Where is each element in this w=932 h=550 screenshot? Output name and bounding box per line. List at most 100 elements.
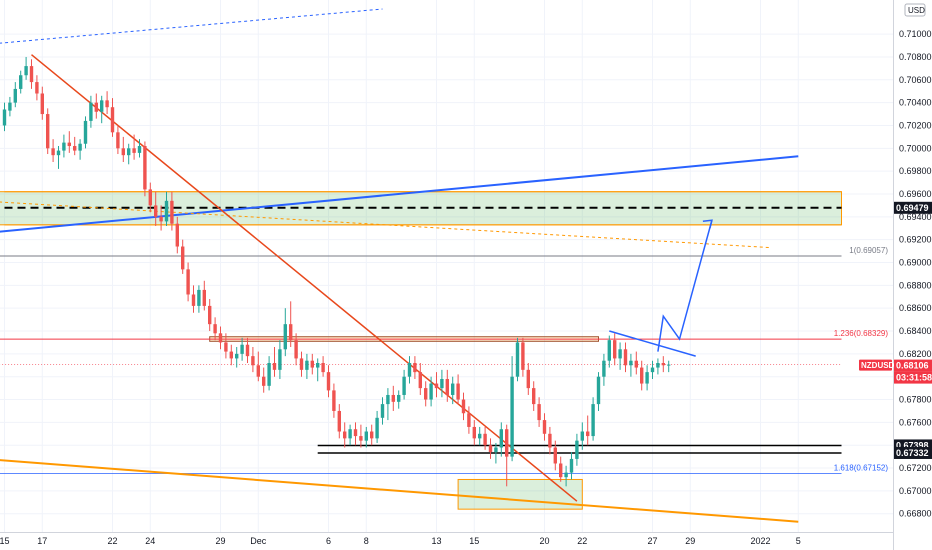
trend-line[interactable]	[0, 155, 799, 233]
price-axis[interactable]: 0.71000 0.70800 0.70600 0.70400 0.70200 0.700…	[859, 0, 932, 550]
candle-body	[618, 349, 622, 359]
candle-body	[359, 436, 363, 441]
candle-body	[553, 447, 557, 464]
trend-line[interactable]	[0, 201, 772, 249]
candle-body	[515, 342, 520, 377]
currency-label: USD	[908, 6, 925, 15]
candle-body	[526, 369, 530, 389]
candle-body	[580, 431, 584, 441]
candle-body	[143, 146, 147, 190]
price-tick-label: 0.70200	[899, 120, 932, 130]
price-tick-label: 0.70600	[899, 75, 932, 85]
candle-body	[310, 360, 314, 368]
candle-body	[451, 383, 455, 395]
candle-body	[148, 189, 152, 206]
candle-body	[494, 447, 498, 453]
candle-body	[224, 342, 228, 352]
candle-body	[197, 289, 201, 306]
candle-body	[170, 200, 174, 224]
candle-body	[402, 376, 406, 395]
trendlines	[0, 8, 842, 523]
candle-body	[564, 472, 568, 478]
candle-body	[40, 93, 44, 115]
fib-label: 1.236(0.68329)	[834, 329, 889, 338]
price-label: 0.67398	[896, 440, 929, 450]
time-tick-label: 6	[326, 536, 331, 546]
price-tick-label: 0.69600	[899, 189, 932, 199]
candle-body	[191, 294, 196, 306]
price-tick-label: 0.69400	[899, 212, 932, 222]
trend-line[interactable]	[609, 330, 696, 357]
candle-body	[413, 362, 417, 373]
time-tick-label: 17	[37, 536, 47, 546]
candle-body	[105, 100, 109, 108]
price-tick-label: 0.66800	[899, 509, 932, 519]
candle-body	[251, 356, 255, 366]
price-label: 0.68106	[896, 361, 929, 371]
candle-body	[397, 394, 401, 402]
candle-body	[586, 431, 590, 437]
candle-body	[127, 148, 131, 156]
candle-body	[559, 463, 563, 478]
fib-labels: 1(0.69057) 1.236(0.68329) 1.618(0.67152)	[834, 246, 889, 473]
projection-line[interactable]	[657, 220, 713, 352]
price-label-box	[894, 371, 932, 384]
candle-body	[661, 362, 665, 366]
zone-rect[interactable]	[457, 478, 583, 510]
symbol-label: NZDUSD	[861, 361, 895, 370]
candle-body	[229, 351, 233, 359]
grid	[0, 0, 893, 532]
price-tick-label: 0.69000	[899, 258, 932, 268]
time-tick-label: 15	[469, 536, 479, 546]
currency-badge[interactable]	[904, 3, 926, 17]
candle-body	[110, 107, 115, 133]
candle-body	[154, 205, 158, 217]
candle-body	[316, 362, 320, 368]
candle-body	[569, 458, 574, 473]
price-tick-label: 0.67000	[899, 486, 932, 496]
price-tick-label: 0.67800	[899, 395, 932, 405]
candle-body	[650, 367, 655, 373]
trend-line[interactable]	[31, 54, 578, 502]
candle-body	[116, 132, 120, 149]
candle-body	[208, 305, 212, 325]
price-tick-label: 0.70400	[899, 98, 932, 108]
candle-body	[132, 148, 136, 153]
candlesticks	[2, 56, 671, 487]
candle-body	[537, 404, 541, 421]
candle-body	[353, 429, 358, 437]
trend-line[interactable]	[0, 459, 799, 523]
candle-body	[343, 431, 347, 439]
trend-line[interactable]	[0, 8, 383, 44]
price-label-box	[894, 359, 932, 372]
price-tick-label: 0.69200	[899, 235, 932, 245]
candle-body	[640, 367, 644, 384]
candle-body	[472, 426, 476, 439]
time-tick-label: 24	[145, 536, 155, 546]
candle-body	[218, 333, 223, 343]
arrow-icon	[702, 219, 713, 229]
candle-body	[164, 200, 169, 222]
candle-body	[521, 342, 525, 370]
candle-body	[337, 410, 341, 432]
price-tick-label: 0.68600	[899, 303, 932, 313]
candle-body	[19, 75, 23, 89]
candle-body	[213, 324, 217, 334]
projection-path	[657, 219, 713, 352]
candle-body	[46, 114, 50, 149]
candle-body	[13, 88, 17, 103]
candle-body	[326, 372, 331, 391]
candle-body	[461, 399, 466, 414]
price-tick-label: 0.69800	[899, 166, 932, 176]
candle-body	[2, 109, 7, 126]
candle-body	[94, 102, 98, 112]
time-axis[interactable]: 15 17 22 24 29 Dec 6 8 13 15 20 22 27 29 2022 5	[0, 532, 893, 547]
candle-body	[505, 429, 509, 457]
candle-body	[121, 148, 125, 156]
price-label: 0.67332	[896, 448, 929, 458]
candle-body	[267, 362, 271, 386]
candle-body	[278, 349, 282, 370]
time-tick-label: 29	[215, 536, 225, 546]
time-tick-label: 5	[796, 536, 801, 546]
